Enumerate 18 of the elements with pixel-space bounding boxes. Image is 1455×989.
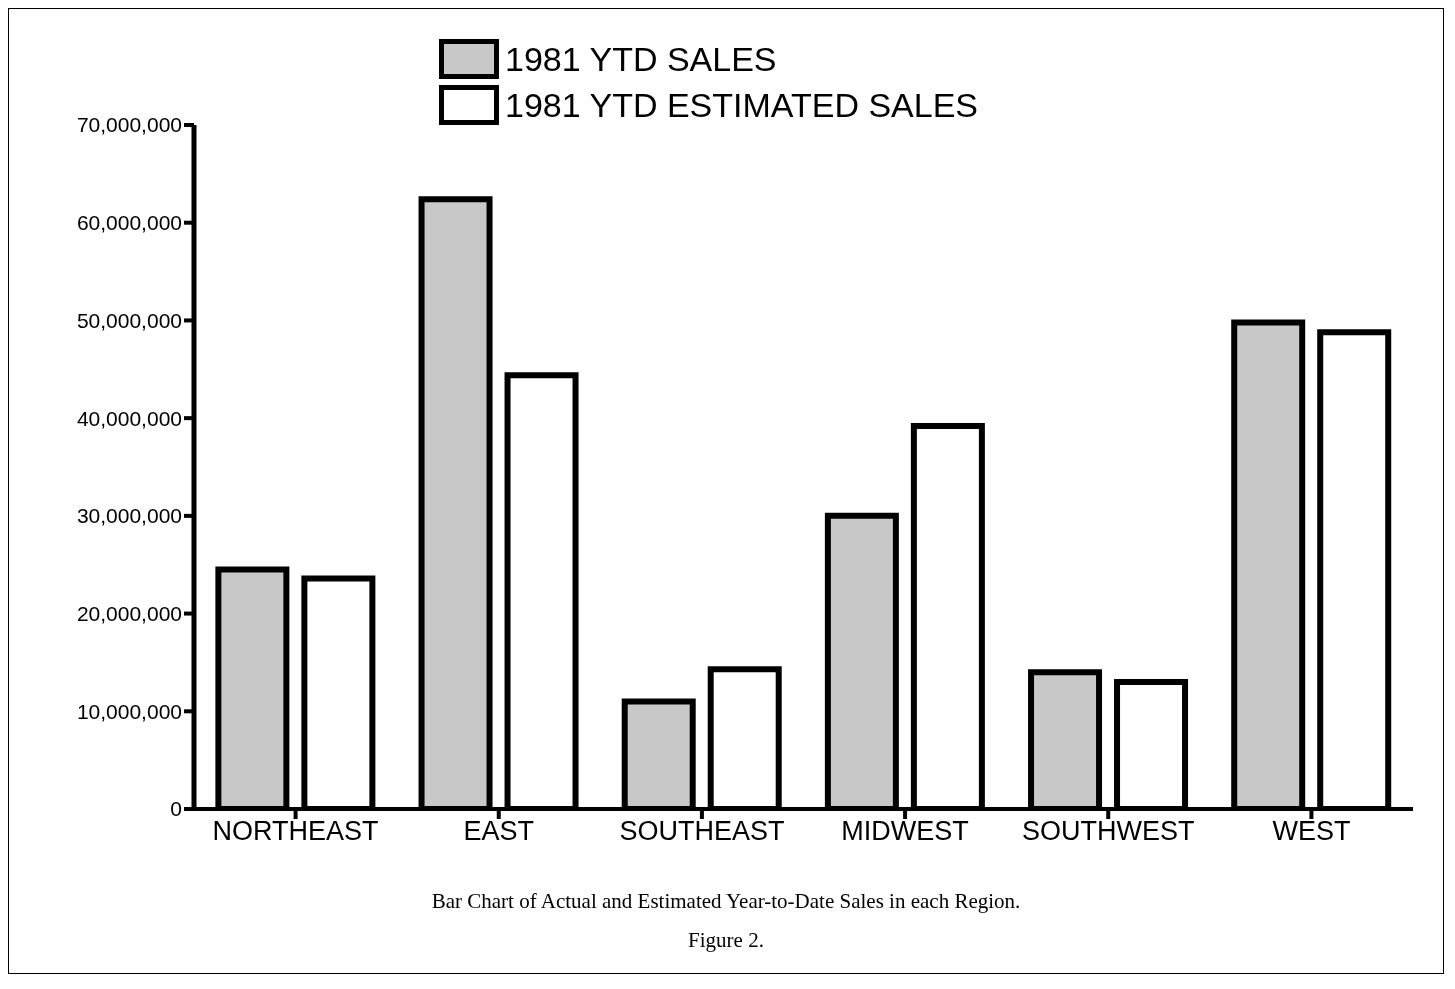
x-tick-label: EAST xyxy=(463,816,535,847)
x-tick-label: SOUTHWEST xyxy=(1022,816,1195,847)
y-tick-label: 20,000,000 xyxy=(76,602,182,626)
x-tick-label: WEST xyxy=(1272,816,1351,847)
caption: Figure 2. xyxy=(687,928,765,953)
y-tick-label: 10,000,000 xyxy=(76,699,182,723)
y-tick-label: 30,000,000 xyxy=(76,504,182,528)
x-tick-label: MIDWEST xyxy=(841,816,969,847)
x-tick-label: SOUTHEAST xyxy=(619,816,785,847)
legend-label: 1981 YTD ESTIMATED SALES xyxy=(505,85,979,125)
y-tick-label: 0 xyxy=(170,797,182,821)
text: Bar Chart of Actual and Estimated Year-to-Date Sales in each Region. xyxy=(430,889,1022,914)
y-tick-label: 40,000,000 xyxy=(76,406,182,430)
x-tick-label: NORTHEAST xyxy=(212,816,379,847)
y-tick-label: 60,000,000 xyxy=(76,211,182,235)
y-tick-label: 70,000,000 xyxy=(76,113,182,137)
legend-label: 1981 YTD SALES xyxy=(505,39,777,79)
y-tick-label: 50,000,000 xyxy=(76,308,182,332)
